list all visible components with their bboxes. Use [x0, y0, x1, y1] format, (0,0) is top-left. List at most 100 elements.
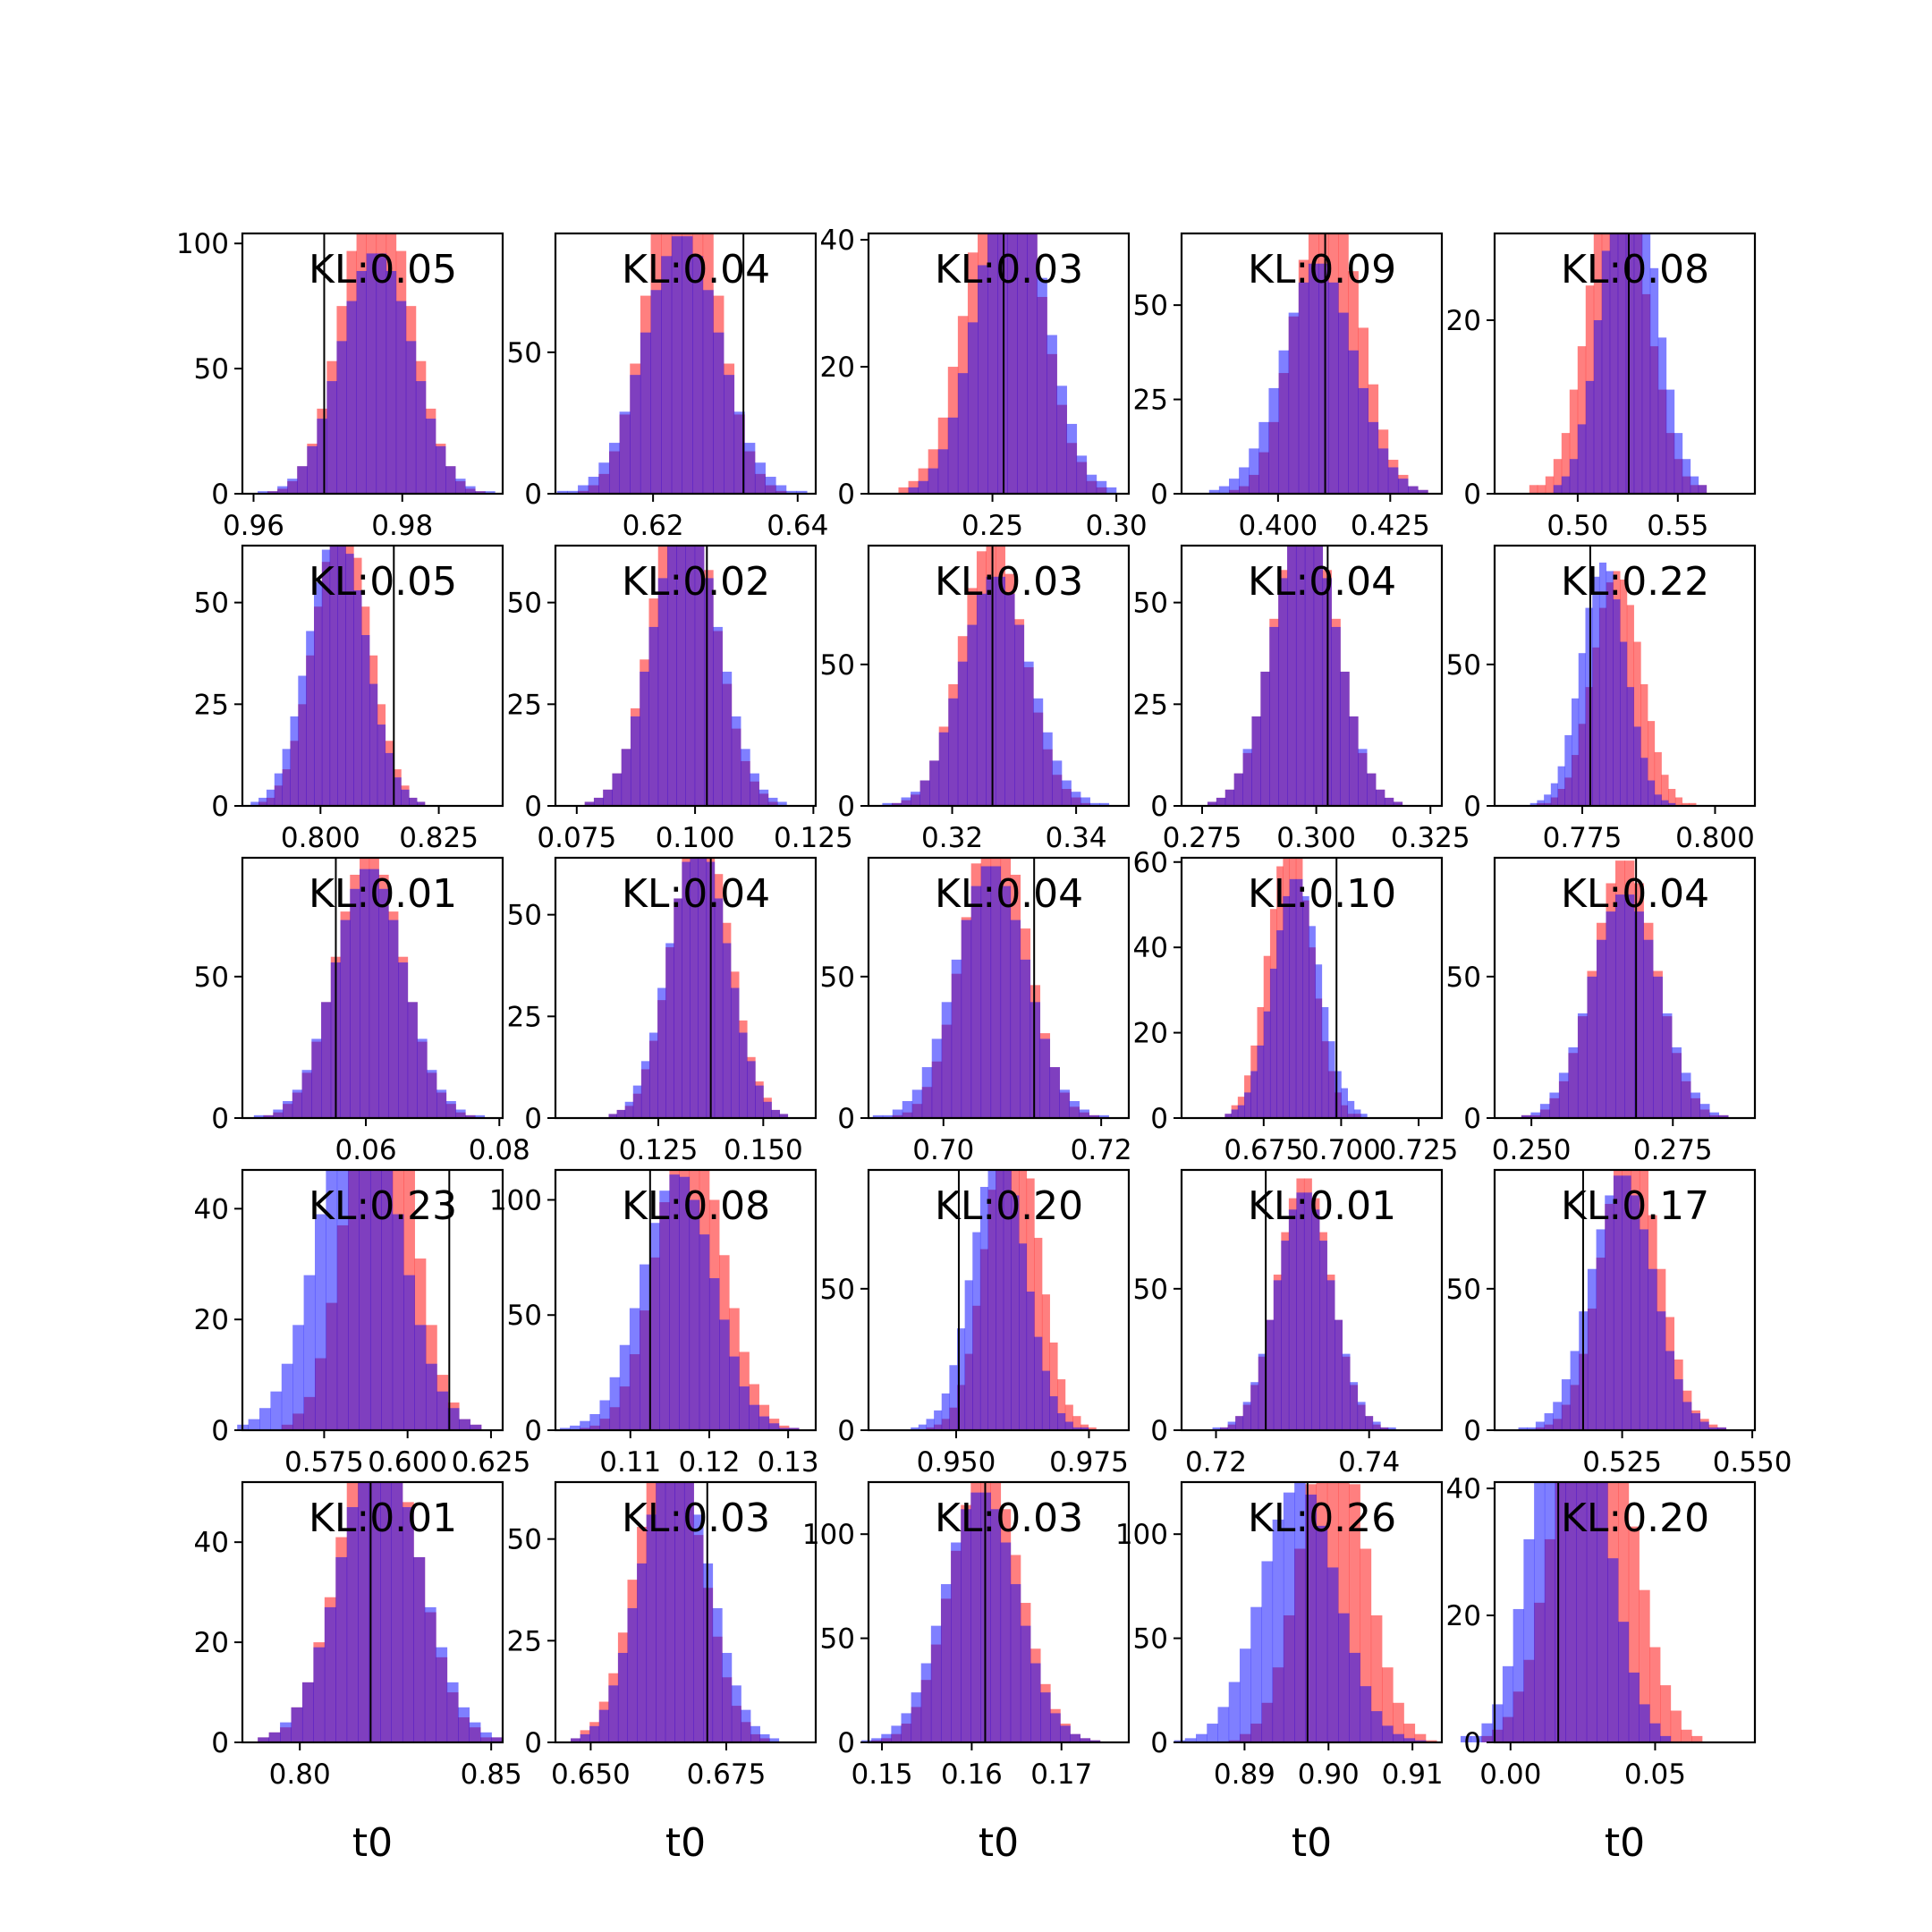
blue-bar: [292, 1325, 304, 1430]
blue-bar: [629, 1308, 640, 1430]
blue-bar: [263, 1114, 274, 1118]
blue-bar: [345, 554, 354, 806]
kl-annotation: KL:0.03: [935, 559, 1083, 605]
blue-bar: [1242, 749, 1252, 806]
blue-bar: [589, 1725, 600, 1742]
blue-bar: [938, 732, 949, 806]
blue-bar: [1098, 1114, 1109, 1118]
blue-bar: [648, 1032, 658, 1118]
blue-bar: [1568, 1046, 1579, 1118]
red-bar: [1708, 1424, 1718, 1430]
blue-bar: [767, 797, 778, 806]
blue-bar: [1593, 320, 1603, 494]
x-tick-label: 0.85: [461, 1758, 522, 1791]
blue-bar: [1372, 1421, 1381, 1430]
x-tick-label: 0.70: [912, 1134, 974, 1166]
blue-bar: [1370, 1711, 1383, 1742]
blue-bar: [485, 491, 496, 494]
y-tick-label: 0: [524, 479, 542, 511]
blue-bar: [1011, 1195, 1020, 1430]
axes-frame: [1180, 1480, 1444, 1744]
blue-bar: [1639, 1229, 1648, 1430]
blue-bar: [1288, 312, 1300, 494]
blue-bar: [722, 671, 733, 806]
y-tick-label: 0: [1150, 791, 1168, 823]
blue-bar: [266, 789, 275, 806]
x-tick-label: 0.90: [1298, 1758, 1360, 1791]
blue-bar: [436, 1391, 449, 1430]
blue-bar: [1606, 571, 1614, 806]
blue-bar: [398, 962, 409, 1118]
blue-bar: [270, 1391, 283, 1430]
blue-bar: [608, 1114, 617, 1118]
y-tick-label: 0: [1150, 1727, 1168, 1759]
blue-bar: [1099, 802, 1110, 806]
blue-bar: [314, 1214, 326, 1430]
blue-bar: [402, 1506, 414, 1742]
panel-22: 0.650 0.675 0 25 50 KL:0.03 t0: [507, 1480, 818, 1866]
blue-bar: [317, 419, 327, 494]
blue-bar: [1060, 1725, 1071, 1742]
blue-bar: [1250, 1382, 1259, 1430]
x-tick-label: 0.55: [1647, 510, 1708, 542]
x-tick-label: 0.72: [1185, 1446, 1247, 1479]
blue-bar: [1648, 1268, 1657, 1430]
red-bar: [1691, 1735, 1703, 1742]
blue-bar: [1544, 1482, 1555, 1742]
blue-bar: [559, 1428, 571, 1430]
blue-bar: [759, 1733, 770, 1742]
blue-bar: [1387, 467, 1399, 494]
blue-bar: [346, 1506, 359, 1742]
blue-bar: [1046, 335, 1057, 494]
blue-bar: [1662, 1013, 1673, 1118]
axes-frame: [867, 856, 1131, 1120]
blue-bar: [475, 491, 486, 494]
blue-bar: [417, 801, 426, 806]
blue-bar: [1237, 1105, 1245, 1118]
blue-bar: [1328, 282, 1339, 494]
blue-bar: [996, 576, 1005, 806]
blue-bar: [1380, 1427, 1389, 1430]
blue-bar: [1341, 1088, 1348, 1118]
blue-bar: [301, 1070, 312, 1118]
blue-bar: [986, 576, 996, 806]
red-bar: [1561, 433, 1571, 494]
blue-bar: [290, 716, 299, 806]
y-tick-label: 25: [1133, 689, 1168, 721]
blue-bar: [1633, 726, 1641, 806]
y-tick-label: 0: [524, 1727, 542, 1759]
blue-bar: [741, 1709, 751, 1743]
blue-bar: [621, 749, 631, 806]
kl-annotation: KL:0.04: [1248, 559, 1396, 605]
axes-frame: [554, 1480, 818, 1744]
x-tick-label: 0.775: [1543, 822, 1623, 854]
x-tick-label: 0.17: [1030, 1758, 1092, 1791]
blue-bar: [951, 1542, 962, 1742]
blue-bar: [970, 1492, 981, 1742]
blue-bar: [1338, 1613, 1350, 1742]
blue-bar: [1349, 716, 1359, 806]
blue-bar: [1207, 801, 1217, 806]
blue-bar: [455, 1109, 466, 1118]
axes-frame: [1493, 1168, 1757, 1432]
blue-bar: [1064, 1421, 1073, 1430]
blue-bar: [599, 1400, 611, 1430]
blue-bar: [409, 797, 418, 806]
red-bar: [1034, 1237, 1043, 1430]
blue-bar: [918, 480, 929, 494]
blue-bar: [407, 1002, 418, 1118]
blue-bar: [1709, 1112, 1720, 1118]
y-tick-label: 50: [1133, 290, 1168, 322]
blue-bar: [1699, 1104, 1710, 1118]
blue-bar: [1577, 1013, 1588, 1118]
blue-bar: [445, 466, 456, 494]
blue-bar: [1000, 886, 1012, 1118]
y-tick-label: 20: [194, 1304, 229, 1336]
blue-bar: [369, 869, 379, 1118]
blue-bar: [1414, 1740, 1427, 1742]
x-tick-label: 0.275: [1163, 822, 1242, 854]
blue-bar: [1358, 387, 1369, 494]
x-tick-label: 0.15: [852, 1758, 913, 1791]
blue-bar: [758, 789, 769, 806]
blue-bar: [987, 233, 998, 494]
